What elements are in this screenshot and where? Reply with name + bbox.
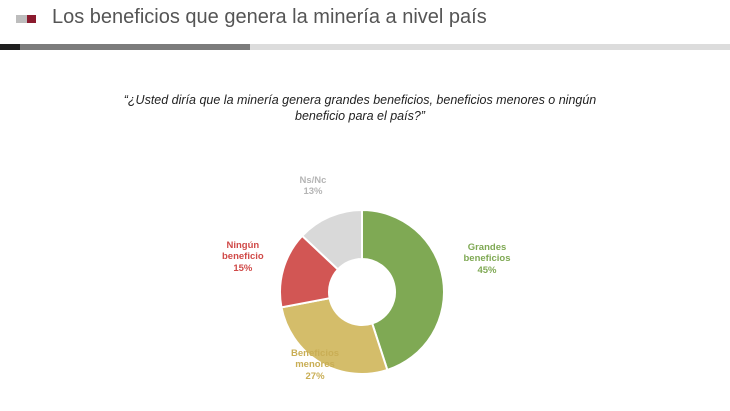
slice-value-label: 13%	[303, 186, 323, 197]
logo-square-gray	[16, 15, 27, 23]
slice-value-label: 27%	[305, 370, 325, 382]
divider-segment-dark	[0, 44, 20, 50]
slice-value-label: 15%	[233, 262, 253, 274]
slice-label: Ningún beneficio 15%	[222, 240, 264, 275]
slice-label-text: beneficio	[222, 251, 264, 262]
slice-label-text: Ningún	[226, 239, 260, 251]
survey-question: “¿Usted diría que la minería genera gran…	[123, 93, 597, 123]
logo-square-red	[27, 15, 36, 23]
slice-label-text: Ns/Nc	[299, 174, 327, 186]
slice-label: Ns/Nc 13%	[300, 175, 327, 198]
slice-label: Grandes beneficios 45%	[464, 242, 511, 277]
donut-slice-beneficios-menores	[280, 297, 389, 375]
slice-label-text: Grandes	[467, 241, 507, 253]
divider-segment-light	[250, 44, 730, 50]
slice-label-text: Beneficios	[291, 347, 340, 359]
logo-mark	[16, 15, 36, 23]
title-divider	[0, 44, 730, 50]
slice-label-text: beneficios	[463, 253, 511, 264]
slice-value-label: 45%	[477, 264, 497, 276]
slice-label-text: menores	[295, 359, 335, 370]
divider-segment-mid	[20, 44, 250, 50]
donut-slice-grandes-beneficios	[361, 208, 445, 372]
slice-label: Beneficios menores 27%	[291, 348, 339, 383]
donut-slice-ns-nc	[300, 208, 363, 271]
page-title: Los beneficios que genera la minería a n…	[52, 6, 487, 28]
